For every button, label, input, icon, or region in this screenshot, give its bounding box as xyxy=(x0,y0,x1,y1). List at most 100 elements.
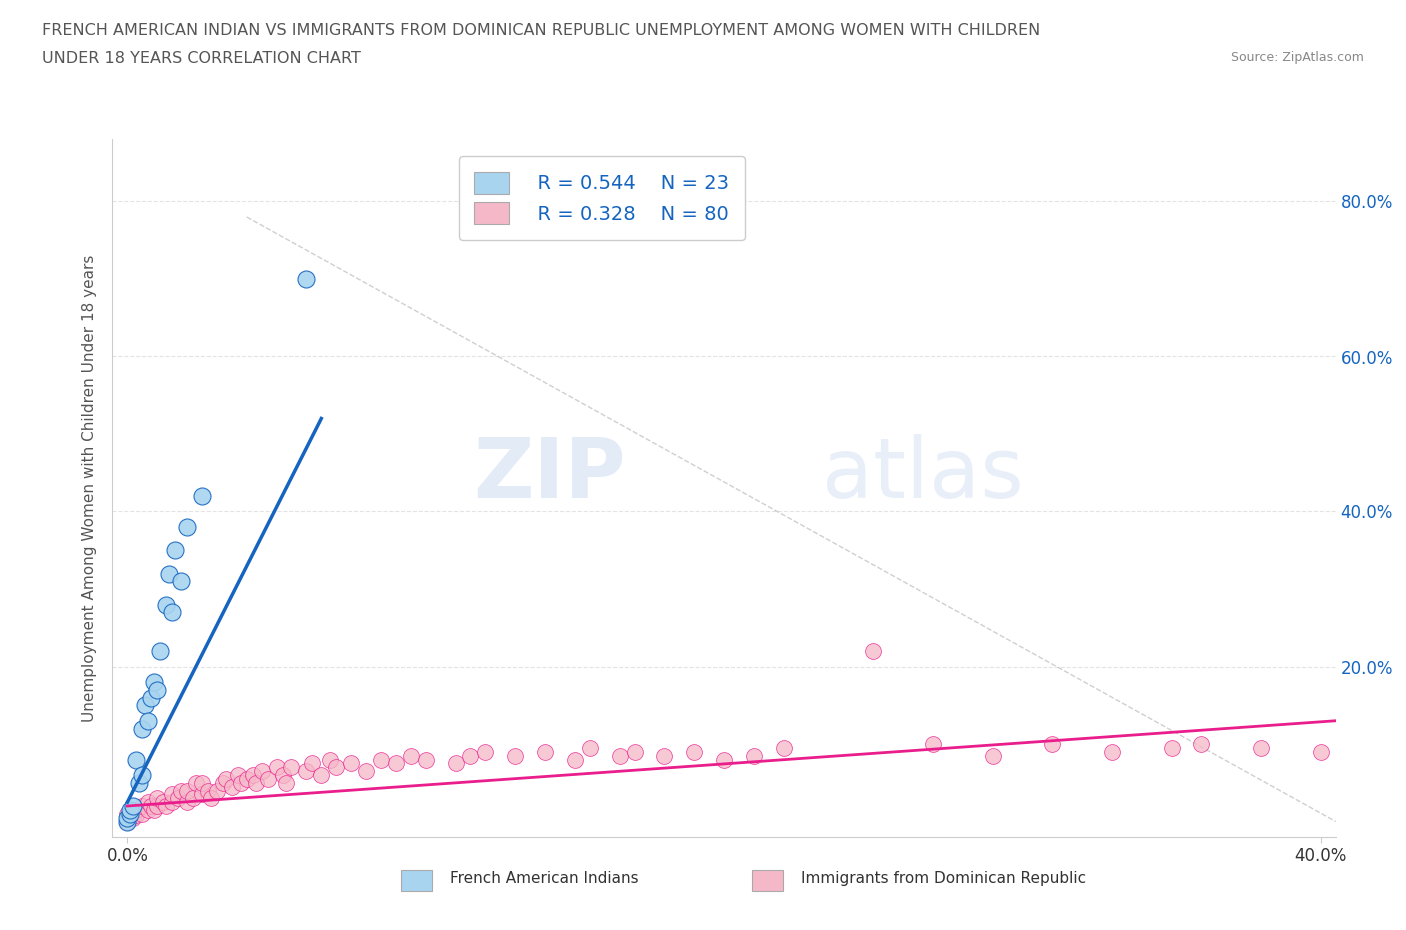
Point xyxy=(157,566,180,581)
Point xyxy=(772,740,794,755)
FancyBboxPatch shape xyxy=(401,870,432,891)
Point xyxy=(117,814,139,829)
Point xyxy=(274,776,297,790)
Point xyxy=(474,744,496,759)
Text: FRENCH AMERICAN INDIAN VS IMMIGRANTS FROM DOMINICAN REPUBLIC UNEMPLOYMENT AMONG : FRENCH AMERICAN INDIAN VS IMMIGRANTS FRO… xyxy=(42,23,1040,38)
Point xyxy=(579,740,602,755)
Point xyxy=(191,488,214,503)
Point xyxy=(245,776,267,790)
Point xyxy=(146,799,169,814)
Point xyxy=(250,764,273,778)
Point xyxy=(266,760,288,775)
Text: Source: ZipAtlas.com: Source: ZipAtlas.com xyxy=(1230,51,1364,64)
Point xyxy=(120,806,142,821)
Point xyxy=(922,737,945,751)
Point xyxy=(444,756,467,771)
Point xyxy=(128,776,150,790)
Point xyxy=(181,790,204,805)
Point xyxy=(141,799,163,814)
Point xyxy=(503,748,526,763)
Point xyxy=(221,779,243,794)
Point xyxy=(460,748,482,763)
Point xyxy=(131,806,153,821)
Point xyxy=(534,744,557,759)
Point xyxy=(131,767,153,782)
Point xyxy=(295,764,318,778)
Point xyxy=(117,814,139,829)
Point xyxy=(136,794,159,809)
Point xyxy=(654,748,676,763)
Point xyxy=(271,767,294,782)
Point xyxy=(354,764,377,778)
Point xyxy=(235,772,257,787)
Point xyxy=(160,604,183,619)
Point xyxy=(1160,740,1182,755)
Point xyxy=(311,767,333,782)
Point xyxy=(134,698,156,712)
Point xyxy=(1191,737,1213,751)
Point xyxy=(609,748,631,763)
Point xyxy=(683,744,706,759)
Point xyxy=(141,690,163,705)
Point xyxy=(301,756,323,771)
Point xyxy=(136,713,159,728)
Point xyxy=(149,644,172,658)
Point xyxy=(564,752,586,767)
Point xyxy=(1040,737,1063,751)
Point xyxy=(200,790,222,805)
Legend:   R = 0.544    N = 23,   R = 0.328    N = 80: R = 0.544 N = 23, R = 0.328 N = 80 xyxy=(458,156,745,240)
Point xyxy=(340,756,363,771)
Point xyxy=(146,790,169,805)
Point xyxy=(713,752,735,767)
Text: UNDER 18 YEARS CORRELATION CHART: UNDER 18 YEARS CORRELATION CHART xyxy=(42,51,361,66)
Point xyxy=(117,810,139,825)
Point xyxy=(143,674,166,689)
Point xyxy=(117,810,139,825)
Point xyxy=(1250,740,1272,755)
Text: atlas: atlas xyxy=(823,433,1024,515)
Point xyxy=(212,776,235,790)
Point xyxy=(215,772,238,787)
Point xyxy=(165,543,187,558)
Point xyxy=(1101,744,1123,759)
Point xyxy=(325,760,347,775)
Point xyxy=(197,783,219,798)
Text: ZIP: ZIP xyxy=(474,433,626,515)
Point xyxy=(155,597,177,612)
Point xyxy=(370,752,392,767)
Point xyxy=(167,790,190,805)
Point xyxy=(742,748,765,763)
Point xyxy=(191,787,214,802)
Point xyxy=(117,806,139,821)
Point xyxy=(136,803,159,817)
Point xyxy=(125,803,148,817)
Y-axis label: Unemployment Among Women with Children Under 18 years: Unemployment Among Women with Children U… xyxy=(82,255,97,722)
Point xyxy=(242,767,264,782)
Point xyxy=(229,776,252,790)
Point xyxy=(122,799,145,814)
Point xyxy=(176,794,198,809)
Point xyxy=(160,794,183,809)
Point xyxy=(120,810,142,825)
Point xyxy=(170,574,193,589)
Point xyxy=(385,756,408,771)
Point xyxy=(131,721,153,736)
Point xyxy=(170,783,193,798)
Point xyxy=(191,776,214,790)
Point xyxy=(280,760,302,775)
Point xyxy=(122,810,145,825)
Point xyxy=(415,752,437,767)
Point xyxy=(120,806,142,821)
Point xyxy=(226,767,249,782)
Point xyxy=(176,520,198,535)
Point xyxy=(623,744,645,759)
FancyBboxPatch shape xyxy=(752,870,783,891)
Point xyxy=(862,644,884,658)
Text: Immigrants from Dominican Republic: Immigrants from Dominican Republic xyxy=(801,871,1087,886)
Point xyxy=(131,799,153,814)
Point xyxy=(319,752,342,767)
Point xyxy=(295,272,318,286)
Point xyxy=(122,803,145,817)
Point xyxy=(205,783,228,798)
Point xyxy=(125,808,148,823)
